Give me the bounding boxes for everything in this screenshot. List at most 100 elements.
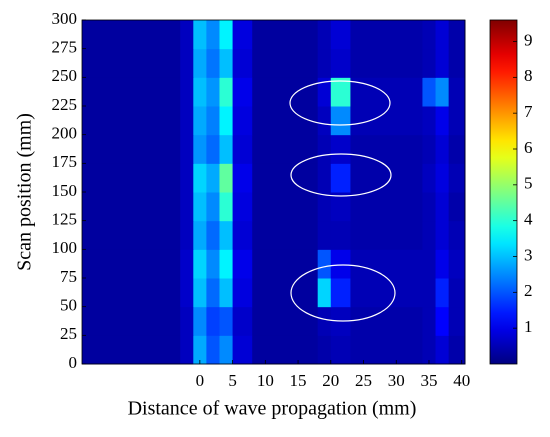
y-tick-label: 50 xyxy=(60,296,77,315)
x-tick-label: 30 xyxy=(388,371,405,390)
heatmap-cell xyxy=(422,220,437,250)
heatmap-cell xyxy=(330,335,351,365)
heatmap-cell xyxy=(219,278,234,308)
heatmap-cell xyxy=(317,20,332,50)
heatmap-cell xyxy=(448,48,466,78)
heatmap-cell xyxy=(232,249,253,279)
heatmap-cell xyxy=(448,20,466,50)
y-axis-title: Scan position (mm) xyxy=(14,113,36,271)
y-tick-label: 0 xyxy=(69,353,78,372)
heatmap-cell xyxy=(180,220,194,250)
heatmap-cell xyxy=(180,48,194,78)
x-tick-label: 0 xyxy=(196,371,205,390)
heatmap-cell xyxy=(232,220,253,250)
heatmap-cell xyxy=(252,249,319,279)
heatmap-cell xyxy=(330,192,351,222)
heatmap-cell xyxy=(435,220,450,250)
y-tick-label: 225 xyxy=(52,95,78,114)
x-tick-label: 20 xyxy=(322,371,339,390)
heatmap-cell xyxy=(317,278,332,308)
y-tick-label: 150 xyxy=(52,181,78,200)
heatmap-cell xyxy=(206,134,220,164)
heatmap-cell xyxy=(206,306,220,336)
heatmap-cell xyxy=(232,278,253,308)
heatmap-cell xyxy=(206,335,220,365)
heatmap-cell xyxy=(252,220,319,250)
heatmap-cell xyxy=(219,192,234,222)
y-tick-label: 250 xyxy=(52,66,78,85)
x-tick-label: 5 xyxy=(228,371,237,390)
heatmap-cell xyxy=(232,192,253,222)
heatmap-cell xyxy=(330,163,351,193)
colorbar xyxy=(489,19,518,365)
heatmap-cell xyxy=(232,106,253,136)
heatmap-cell xyxy=(330,220,351,250)
heatmap-cell xyxy=(252,192,319,222)
heatmap-cell xyxy=(448,335,466,365)
heatmap-cell xyxy=(180,192,194,222)
heatmap-cell xyxy=(232,134,253,164)
heatmap-cell xyxy=(317,192,332,222)
heatmap-cell xyxy=(193,20,207,50)
x-tick-label: 15 xyxy=(290,371,307,390)
heatmap-cell xyxy=(206,278,220,308)
heatmap-cell xyxy=(219,106,234,136)
heatmap-cell xyxy=(317,220,332,250)
x-tick-label: 40 xyxy=(453,371,470,390)
heatmap-cell xyxy=(252,306,319,336)
heatmap-cell xyxy=(232,48,253,78)
heatmap-cell xyxy=(448,192,466,222)
heatmap-cell xyxy=(422,335,437,365)
heatmap-cell xyxy=(206,163,220,193)
heatmap-cell xyxy=(180,20,194,50)
heatmap-cell xyxy=(350,192,423,222)
heatmap-cell xyxy=(317,306,332,336)
heatmap-cell xyxy=(219,220,234,250)
heatmap-cell xyxy=(82,220,181,250)
heatmap-cell xyxy=(193,306,207,336)
heatmap-cell xyxy=(350,249,423,279)
heatmap-cell xyxy=(435,106,450,136)
y-tick-label: 275 xyxy=(52,38,78,57)
heatmap-cell xyxy=(330,106,351,136)
heatmap-cell xyxy=(317,335,332,365)
heatmap-cell xyxy=(330,20,351,50)
heatmap-cell xyxy=(206,220,220,250)
heatmap-cell xyxy=(422,106,437,136)
heatmap-cell xyxy=(422,192,437,222)
heatmap-cell xyxy=(422,20,437,50)
heatmap-cell xyxy=(206,48,220,78)
x-axis-title: Distance of wave propagation (mm) xyxy=(128,398,417,420)
colorbar-tick-label: 1 xyxy=(524,317,533,336)
heatmap-cell xyxy=(219,335,234,365)
heatmap-cell xyxy=(180,249,194,279)
heatmap-cell xyxy=(219,48,234,78)
heatmap-cell xyxy=(350,77,423,107)
heatmap-cell xyxy=(206,77,220,107)
heatmap-cell xyxy=(180,278,194,308)
heatmap-cell xyxy=(82,278,181,308)
heatmap-cell xyxy=(435,278,450,308)
heatmap-cell xyxy=(193,335,207,365)
highlight-ellipse xyxy=(289,80,391,126)
x-tick-label: 35 xyxy=(420,371,437,390)
heatmap-cell xyxy=(350,20,423,50)
heatmap-cell xyxy=(193,48,207,78)
heatmap-cell xyxy=(219,20,234,50)
heatmap-cell xyxy=(435,20,450,50)
heatmap-cell xyxy=(317,48,332,78)
heatmap-cell xyxy=(82,134,181,164)
heatmap-cell xyxy=(82,48,181,78)
heatmap-cell xyxy=(193,134,207,164)
heatmap-cell xyxy=(350,278,423,308)
heatmap-cell xyxy=(422,249,437,279)
highlight-ellipse xyxy=(290,153,392,197)
heatmap-cell xyxy=(435,48,450,78)
heatmap-cell xyxy=(448,134,466,164)
heatmap-cell xyxy=(82,249,181,279)
heatmap-cell xyxy=(206,192,220,222)
heatmap-cell xyxy=(435,192,450,222)
heatmap-cell xyxy=(350,163,423,193)
heatmap-cell xyxy=(448,278,466,308)
heatmap-cell xyxy=(206,106,220,136)
